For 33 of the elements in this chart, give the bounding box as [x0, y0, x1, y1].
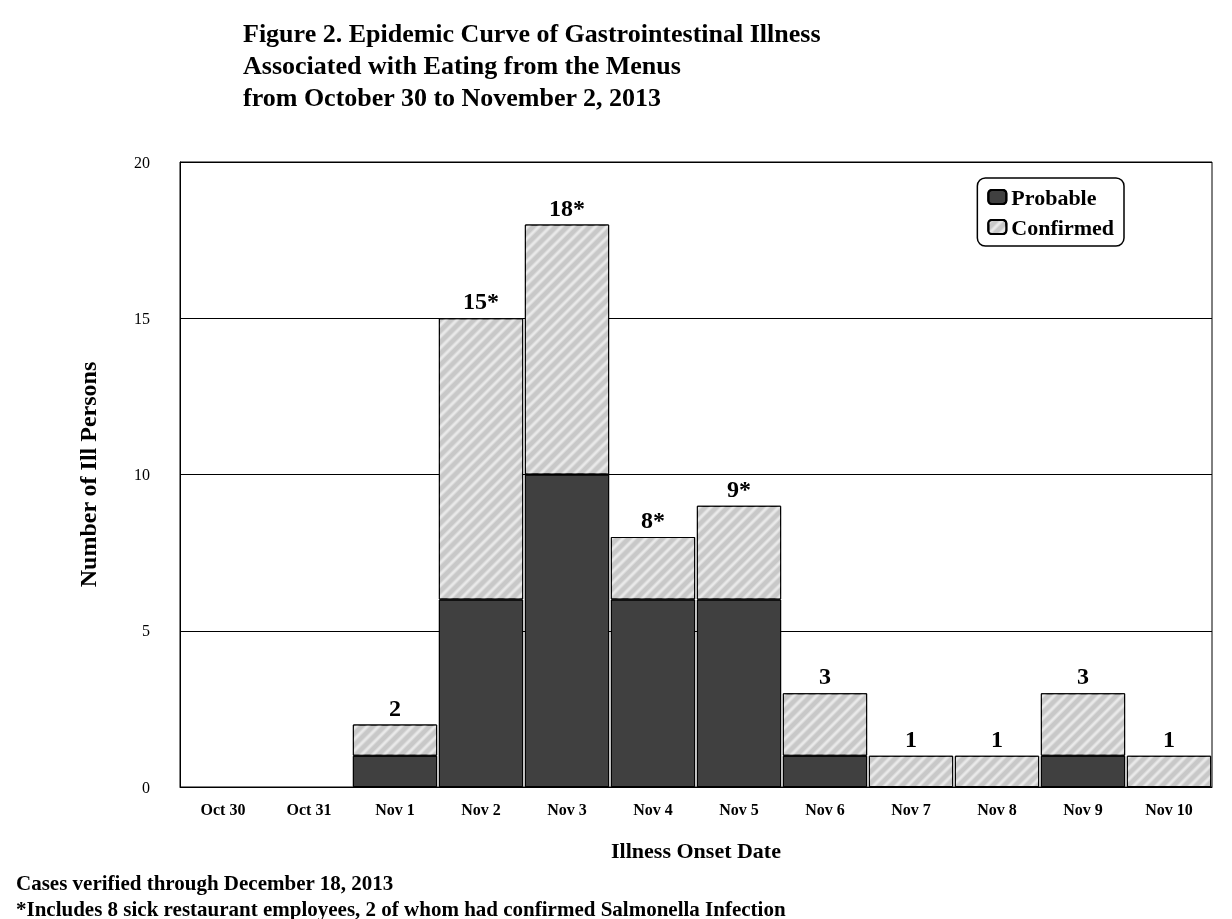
x-tick-label: Nov 10: [1145, 800, 1193, 818]
total-label: 3: [1077, 663, 1089, 690]
total-label: 1: [991, 725, 1003, 752]
legend-label: Probable: [1011, 184, 1097, 210]
total-label: 15*: [463, 288, 499, 315]
total-label: 8*: [641, 507, 665, 533]
y-tick-label: 20: [134, 153, 150, 171]
chart-title: Figure 2. Epidemic Curve of Gastrointestinal Illness Associated with Eating from the Menus from October 30 to November 2, 2013: [243, 18, 821, 112]
y-tick-label: 15: [134, 309, 150, 327]
y-tick-label: 0: [142, 778, 150, 796]
y-tick-label: 5: [142, 622, 150, 640]
x-tick-label: Nov 1: [375, 800, 415, 818]
y-tick-label: 10: [134, 466, 150, 483]
legend-label: Confirmed: [1011, 214, 1114, 240]
x-tick-label: Nov 3: [547, 800, 587, 818]
x-tick-label: Nov 7: [891, 800, 931, 818]
x-tick-label: Nov 2: [461, 800, 501, 818]
x-tick-label: Oct 30: [200, 800, 246, 818]
total-label: 9*: [727, 475, 751, 502]
x-axis-title: Illness Onset Date: [611, 837, 782, 863]
x-tick-label: Oct 31: [286, 800, 332, 818]
x-tick-label: Nov 8: [977, 800, 1017, 818]
total-label: 18*: [549, 194, 585, 221]
x-tick-label: Nov 6: [805, 800, 845, 818]
total-label: 3: [819, 663, 831, 690]
x-tick-label: Nov 9: [1063, 800, 1103, 818]
x-tick-label: Nov 4: [633, 800, 673, 818]
x-tick-label: Nov 5: [719, 800, 759, 818]
total-label: 1: [905, 725, 917, 752]
y-axis-title: Number of Ill Persons: [75, 361, 101, 588]
total-label: 2: [389, 694, 401, 721]
text: Cases verified through December 18, 2013: [16, 870, 394, 895]
total-label: 1: [1163, 725, 1175, 752]
